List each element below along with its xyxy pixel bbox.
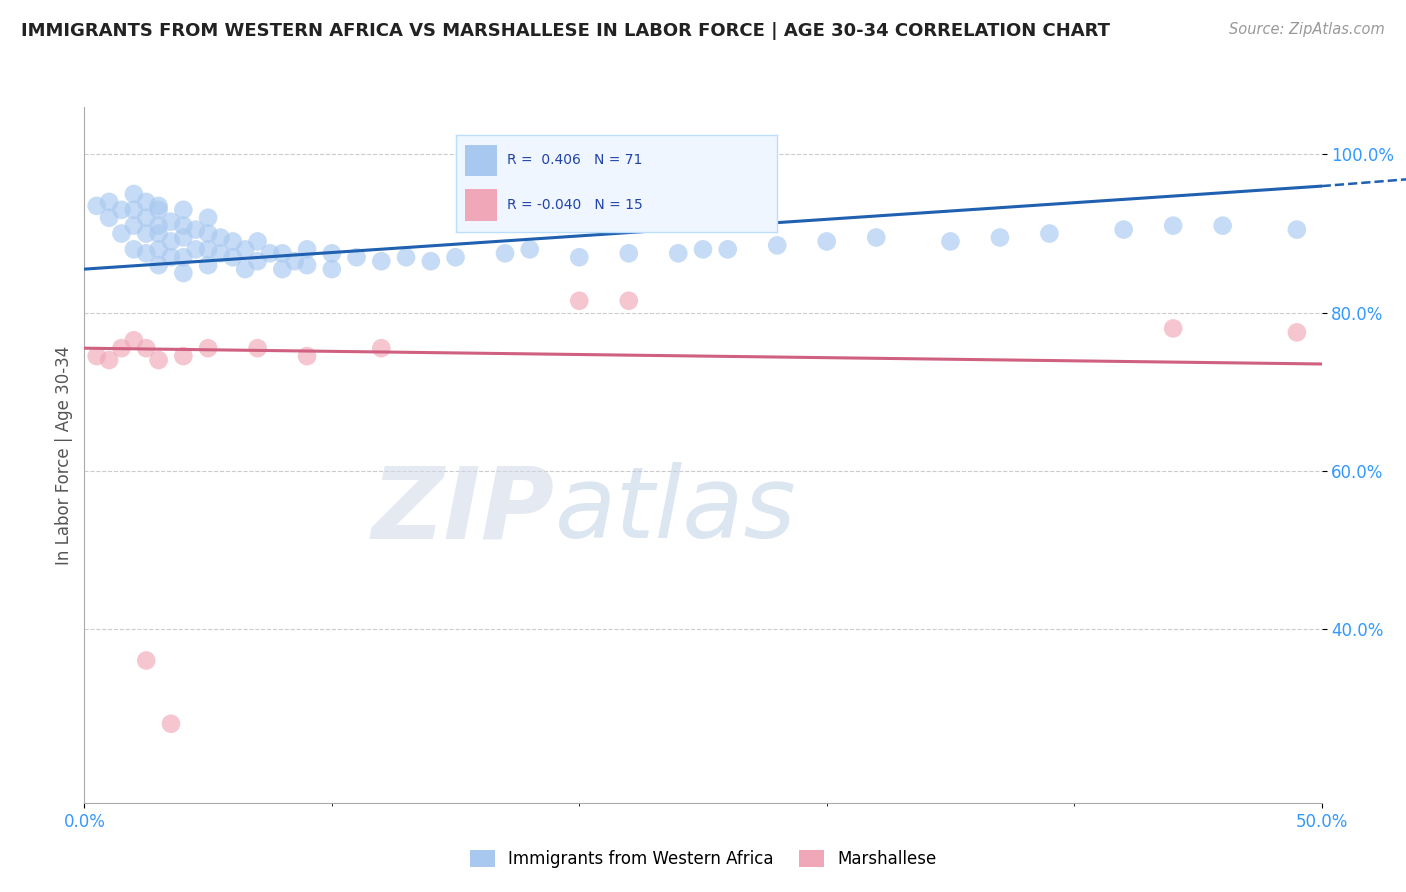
Point (1038, 227, 1060, 241)
Point (246, 341, 269, 355)
Point (988, 230, 1011, 244)
Point (370, 341, 392, 355)
Point (246, 235, 269, 249)
Point (122, 333, 145, 347)
Point (135, 227, 157, 241)
Point (122, 187, 145, 202)
Point (321, 262, 343, 277)
Point (110, 227, 132, 241)
Point (172, 250, 194, 264)
Point (160, 250, 183, 264)
Point (148, 227, 170, 241)
Point (148, 199, 170, 213)
Point (122, 219, 145, 233)
Point (494, 246, 516, 260)
Point (295, 243, 318, 257)
Point (939, 235, 962, 249)
Point (617, 293, 640, 308)
Point (172, 266, 194, 280)
Text: atlas: atlas (554, 462, 796, 559)
Point (295, 349, 318, 363)
Point (419, 254, 441, 268)
Point (370, 254, 392, 268)
Point (271, 262, 294, 277)
Text: Source: ZipAtlas.com: Source: ZipAtlas.com (1229, 22, 1385, 37)
Point (197, 211, 219, 225)
Point (148, 219, 170, 233)
Point (122, 243, 145, 257)
Point (246, 254, 269, 268)
Point (766, 238, 789, 252)
Point (148, 243, 170, 257)
Point (1285, 326, 1308, 340)
Point (284, 254, 307, 268)
Point (346, 250, 368, 264)
Point (233, 262, 256, 277)
Point (395, 250, 418, 264)
Point (122, 202, 145, 217)
Point (110, 341, 132, 355)
Point (259, 246, 281, 260)
Point (1161, 219, 1184, 233)
Point (86, 199, 108, 213)
Point (172, 219, 194, 233)
Point (98, 211, 121, 225)
Point (197, 227, 219, 241)
Point (1161, 321, 1184, 335)
Point (222, 250, 245, 264)
Point (184, 222, 207, 236)
Point (1212, 219, 1234, 233)
Point (148, 258, 170, 272)
Point (110, 202, 132, 217)
Point (1285, 222, 1308, 236)
Text: IMMIGRANTS FROM WESTERN AFRICA VS MARSHALLESE IN LABOR FORCE | AGE 30-34 CORRELA: IMMIGRANTS FROM WESTERN AFRICA VS MARSHA… (21, 22, 1111, 40)
Point (135, 246, 157, 260)
Point (815, 235, 838, 249)
Point (135, 194, 157, 209)
Point (717, 243, 740, 257)
Point (160, 235, 183, 249)
Point (172, 349, 194, 363)
Point (98, 353, 121, 368)
Point (1112, 222, 1135, 236)
Point (135, 653, 157, 667)
Point (172, 202, 194, 217)
Legend: Immigrants from Western Africa, Marshallese: Immigrants from Western Africa, Marshall… (463, 843, 943, 875)
Point (865, 230, 887, 244)
Point (160, 215, 183, 229)
Point (184, 243, 207, 257)
Point (172, 230, 194, 244)
Point (148, 202, 170, 217)
Point (86, 349, 108, 363)
Point (197, 258, 219, 272)
Point (98, 194, 121, 209)
Point (692, 243, 714, 257)
Point (148, 353, 170, 368)
Point (295, 258, 318, 272)
Point (444, 250, 467, 264)
Y-axis label: In Labor Force | Age 30-34: In Labor Force | Age 30-34 (55, 345, 73, 565)
Point (271, 246, 294, 260)
Point (160, 716, 183, 731)
Point (321, 246, 343, 260)
Text: ZIP: ZIP (371, 462, 554, 559)
Point (519, 243, 541, 257)
Point (197, 341, 219, 355)
Point (233, 243, 256, 257)
Point (209, 230, 232, 244)
Point (135, 211, 157, 225)
Point (209, 246, 232, 260)
Point (568, 250, 591, 264)
Point (135, 341, 157, 355)
Point (197, 243, 219, 257)
Point (222, 235, 245, 249)
Point (617, 246, 640, 260)
Point (568, 293, 591, 308)
Point (666, 246, 689, 260)
